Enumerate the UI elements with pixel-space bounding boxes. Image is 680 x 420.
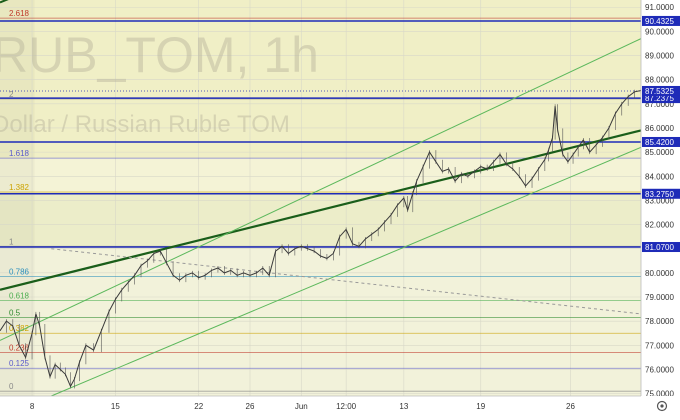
- level-price-label: 85.4200: [645, 138, 674, 147]
- y-tick-label: 85.0000: [645, 148, 674, 157]
- level-price-label: 83.2750: [645, 190, 674, 199]
- level-price-label: 81.0700: [645, 243, 674, 252]
- x-tick-label: Jun: [295, 402, 308, 411]
- trendline-main-trend: [0, 129, 642, 291]
- y-tick-label: 75.0000: [645, 390, 674, 399]
- trendline-channel-upper: [0, 38, 642, 341]
- fib-label: 2: [9, 90, 14, 99]
- fib-label: 1: [9, 237, 14, 246]
- current-price-tag: [642, 85, 680, 96]
- x-tick-label: 22: [194, 402, 203, 411]
- y-tick-label: 84.0000: [645, 172, 674, 181]
- gear-icon-center: [660, 404, 664, 408]
- x-tick-label: 8: [30, 402, 35, 411]
- y-tick-label: 82.0000: [645, 221, 674, 230]
- level-price-tag: [642, 15, 680, 26]
- horizontal-levels: [0, 20, 641, 248]
- fib-label: 1.382: [9, 183, 30, 192]
- level-price-tag: [642, 242, 680, 253]
- y-tick-label: 89.0000: [645, 52, 674, 61]
- y-tick-label: 77.0000: [645, 341, 674, 350]
- fib-label: 0: [9, 382, 14, 391]
- trendline-dotted-down: [51, 248, 642, 315]
- y-tick-label: 80.0000: [645, 269, 674, 278]
- current-price-label: 87.5325: [645, 87, 674, 96]
- y-tick-label: 83.0000: [645, 196, 674, 205]
- y-tick-label: 91.0000: [645, 3, 674, 12]
- price-series: [0, 88, 642, 389]
- x-tick-label: 26: [566, 402, 575, 411]
- y-tick-label: 87.0000: [645, 100, 674, 109]
- bg-zone: [0, 191, 641, 247]
- gear-icon[interactable]: [656, 400, 668, 412]
- fib-label: 0.786: [9, 267, 30, 276]
- y-tick-label: 79.0000: [645, 293, 674, 302]
- x-tick-label: 13: [399, 402, 408, 411]
- fib-label: 2.618: [9, 9, 30, 18]
- fib-label: 0.618: [9, 292, 30, 301]
- y-tick-label: 86.0000: [645, 124, 674, 133]
- trendlines: [0, 0, 642, 397]
- y-axis-bg: [641, 0, 680, 415]
- settings-button[interactable]: [656, 400, 668, 412]
- bg-zone: [0, 0, 641, 159]
- x-tick-label: 15: [111, 402, 120, 411]
- watermark: RUB_TOM, 1h Dollar / Russian Ruble TOM: [0, 27, 319, 138]
- level-price-label: 90.4325: [645, 17, 674, 26]
- price-line: [0, 90, 642, 388]
- trendline-channel-lower: [51, 146, 642, 397]
- fib-label: 0.125: [9, 359, 30, 368]
- y-tick-label: 76.0000: [645, 365, 674, 374]
- x-axis: 8 15 22 26 Jun 12:00 13 19 26: [0, 395, 680, 415]
- level-price-tag: [642, 93, 680, 104]
- y-tick-label: 78.0000: [645, 317, 674, 326]
- watermark-description: Dollar / Russian Ruble TOM: [0, 111, 290, 138]
- y-tick-label: 88.0000: [645, 76, 674, 85]
- fib-label: 1.618: [9, 149, 30, 158]
- x-tick-label: 26: [246, 402, 255, 411]
- level-price-tag: [642, 188, 680, 199]
- watermark-symbol: RUB_TOM, 1h: [0, 27, 319, 83]
- y-tick-label: 90.0000: [645, 27, 674, 36]
- x-axis-bg: [0, 396, 680, 415]
- y-axis: 91.0000 90.0000 89.0000 88.0000 87.0000 86.00…: [640, 0, 680, 415]
- fib-label: 0.236: [9, 344, 30, 353]
- fib-label: 0.5: [9, 309, 21, 318]
- level-price-label: 87.2375: [645, 94, 674, 103]
- x-tick-label: 12:00: [336, 402, 357, 411]
- level-price-tag: [642, 136, 680, 147]
- x-tick-label: 19: [476, 402, 485, 411]
